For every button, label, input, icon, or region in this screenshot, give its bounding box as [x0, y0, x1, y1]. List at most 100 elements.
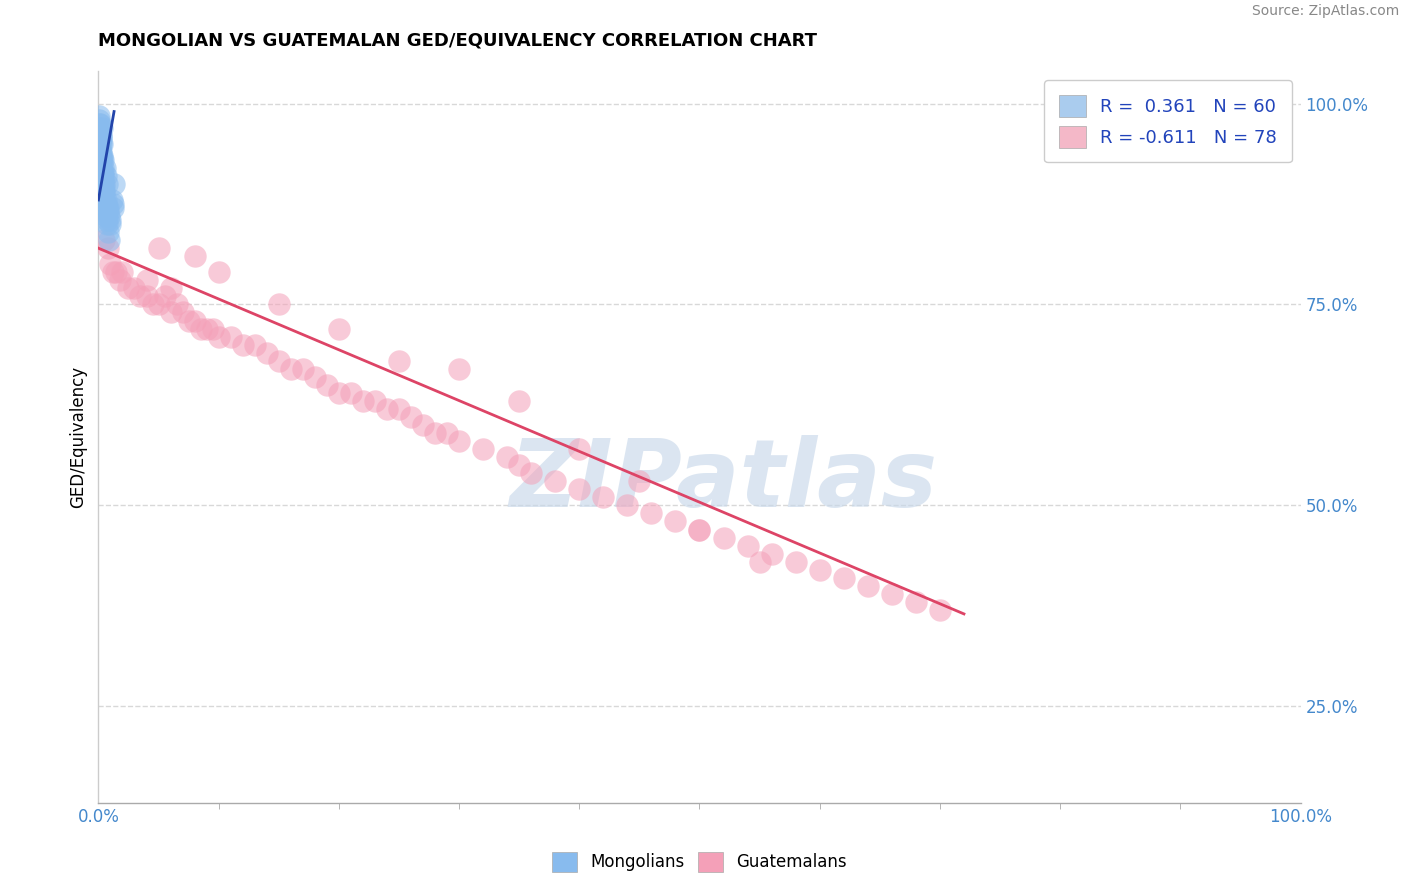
Point	[183, 313, 205, 327]
Point	[94, 197, 117, 211]
Point	[592, 491, 614, 505]
Point	[111, 265, 134, 279]
Point	[904, 595, 927, 609]
Point	[100, 217, 122, 231]
Point	[436, 425, 458, 440]
Point	[93, 177, 115, 191]
Point	[87, 109, 110, 123]
Point	[91, 169, 114, 183]
Point	[89, 125, 111, 139]
Point	[508, 393, 530, 408]
Point	[103, 177, 125, 191]
Text: Source: ZipAtlas.com: Source: ZipAtlas.com	[1251, 4, 1399, 19]
Point	[928, 603, 950, 617]
Point	[375, 401, 398, 416]
Point	[89, 117, 111, 131]
Text: MONGOLIAN VS GUATEMALAN GED/EQUIVALENCY CORRELATION CHART: MONGOLIAN VS GUATEMALAN GED/EQUIVALENCY …	[98, 31, 817, 49]
Point	[208, 329, 231, 343]
Point	[166, 297, 188, 311]
Point	[159, 305, 181, 319]
Point	[880, 587, 903, 601]
Point	[447, 361, 470, 376]
Point	[90, 128, 112, 143]
Point	[832, 571, 855, 585]
Point	[232, 337, 254, 351]
Point	[737, 539, 759, 553]
Point	[96, 217, 118, 231]
Point	[90, 153, 112, 167]
Point	[423, 425, 446, 440]
Point	[664, 515, 686, 529]
Point	[304, 369, 326, 384]
Point	[90, 136, 112, 151]
Y-axis label: GED/Equivalency: GED/Equivalency	[69, 366, 87, 508]
Point	[100, 193, 122, 207]
Point	[328, 385, 350, 400]
Point	[124, 281, 146, 295]
Point	[91, 173, 114, 187]
Point	[267, 297, 290, 311]
Point	[94, 169, 117, 183]
Point	[183, 249, 205, 263]
Point	[195, 321, 218, 335]
Point	[141, 297, 163, 311]
Point	[190, 321, 212, 335]
Point	[412, 417, 434, 432]
Point	[93, 233, 115, 247]
Point	[87, 112, 110, 127]
Point	[93, 185, 115, 199]
Point	[91, 165, 114, 179]
Point	[388, 401, 411, 416]
Point	[108, 273, 131, 287]
Point	[93, 181, 115, 195]
Point	[689, 523, 711, 537]
Point	[117, 281, 139, 295]
Legend: Mongolians, Guatemalans: Mongolians, Guatemalans	[546, 845, 853, 879]
Point	[93, 189, 115, 203]
Point	[91, 153, 114, 167]
Point	[97, 201, 120, 215]
Point	[94, 209, 117, 223]
Point	[177, 313, 200, 327]
Point	[90, 133, 112, 147]
Point	[135, 273, 157, 287]
Point	[90, 145, 112, 159]
Point	[91, 165, 114, 179]
Point	[98, 233, 121, 247]
Point	[89, 128, 111, 143]
Point	[761, 547, 783, 561]
Point	[148, 297, 170, 311]
Point	[808, 563, 831, 577]
Point	[201, 321, 224, 335]
Point	[568, 442, 591, 457]
Point	[98, 209, 121, 223]
Point	[159, 281, 181, 295]
Point	[153, 289, 176, 303]
Point	[628, 475, 651, 489]
Point	[328, 321, 350, 335]
Point	[472, 442, 495, 457]
Point	[91, 136, 114, 151]
Point	[640, 507, 662, 521]
Point	[100, 257, 122, 271]
Point	[447, 434, 470, 449]
Point	[352, 393, 374, 408]
Point	[94, 197, 117, 211]
Point	[93, 193, 115, 207]
Point	[713, 531, 735, 545]
Point	[544, 475, 567, 489]
Point	[91, 161, 114, 175]
Point	[148, 241, 170, 255]
Point	[785, 555, 807, 569]
Point	[105, 265, 128, 279]
Point	[315, 377, 337, 392]
Point	[93, 201, 115, 215]
Point	[340, 385, 363, 400]
Point	[93, 161, 115, 175]
Point	[129, 289, 152, 303]
Point	[91, 177, 114, 191]
Point	[219, 329, 242, 343]
Point	[91, 153, 114, 167]
Point	[280, 361, 302, 376]
Point	[291, 361, 314, 376]
